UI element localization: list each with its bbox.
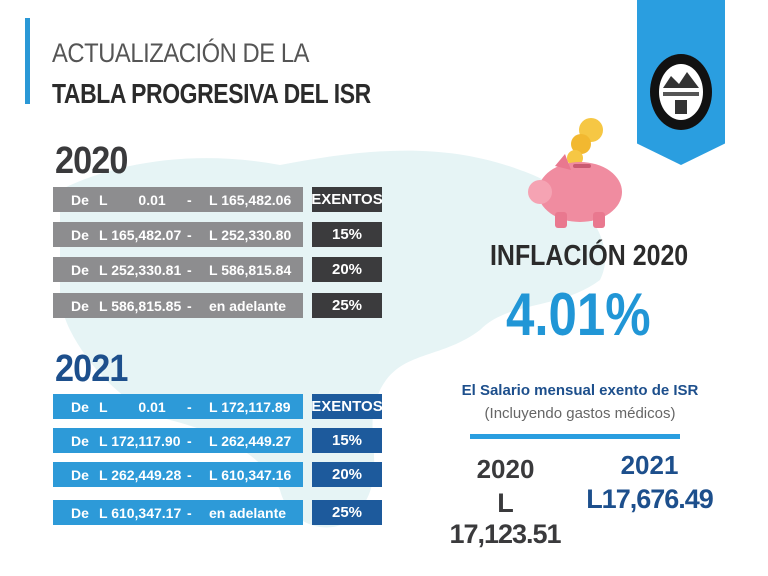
bracket-to: L 262,449.27 [209,432,292,449]
bracket-de: De [71,432,89,449]
rate-badge: 20% [312,257,382,282]
inflation-value: 4.01% [506,281,651,348]
rate-badge: 15% [312,428,382,453]
bracket-de: De [71,504,89,521]
bracket-from: L 610,347.17 [99,504,182,521]
bracket-sep: - [187,466,192,483]
bracket-row: De L 262,449.28- L 610,347.16 [53,462,303,487]
year-2021-heading: 2021 [55,348,128,390]
bracket-sep: - [187,432,192,449]
piggy-bank-icon [528,118,622,228]
bracket-de: De [71,191,89,208]
salary-subtitle: (Incluyendo gastos médicos) [484,405,676,422]
divider [470,434,680,439]
bracket-row: De L 0.01 - L 165,482.06 [53,187,303,212]
logo-banner [637,0,725,165]
rate-badge: EXENTOS [311,394,383,419]
bracket-to: en adelante [209,297,287,314]
bracket-sep: - [187,226,192,243]
bracket-row: De L 0.01 - L 172,117.89 [53,394,303,419]
title-line2: TABLA PROGRESIVA DEL ISR [52,78,371,109]
inflation-label: INFLACIÓN 2020 [490,240,689,272]
bracket-sep: - [187,398,192,415]
bracket-from: L 165,482.07 [99,226,182,243]
rate-badge: 25% [312,500,382,525]
salary-2020-year: 2020 [476,454,535,484]
rate-badge: 25% [312,293,382,318]
bracket-from: L 262,449.28 [99,466,182,483]
bracket-to: L 586,815.84 [209,261,292,278]
bracket-to: L 252,330.80 [209,226,292,243]
bracket-from: L 0.01 [99,191,166,208]
rate-badge: 15% [312,222,382,247]
title-line1: ACTUALIZACIÓN DE LA [52,38,310,68]
bracket-from: L 252,330.81 [99,261,182,278]
sar-seal-icon [650,54,712,130]
bracket-from: L 172,117.90 [99,432,181,449]
bracket-row: De L 586,815.85- en adelante [53,293,303,318]
salary-2021-amount: L17,676.49 [586,484,714,514]
bracket-from: L 0.01 [99,398,166,415]
bracket-row: De L 172,117.90- L 262,449.27 [53,428,303,453]
bracket-row: De L 252,330.81- L 586,815.84 [53,257,303,282]
bracket-sep: - [187,191,192,208]
rate-badge: 20% [312,462,382,487]
bracket-sep: - [187,297,192,314]
salary-2021-year: 2021 [620,450,679,480]
accent-bar [25,18,30,104]
bracket-to: L 610,347.16 [209,466,292,483]
salary-2020-amount: L 17,123.51 [449,488,561,549]
year-2020-heading: 2020 [55,140,128,182]
bracket-sep: - [187,261,192,278]
bracket-to: L 172,117.89 [209,398,291,415]
bracket-de: De [71,261,89,278]
bracket-de: De [71,226,89,243]
bracket-de: De [71,466,89,483]
bracket-from: L 586,815.85 [99,297,182,314]
bracket-row: De L 165,482.07- L 252,330.80 [53,222,303,247]
bracket-row: De L 610,347.17- en adelante [53,500,303,525]
bracket-de: De [71,398,89,415]
bracket-sep: - [187,504,192,521]
bracket-to: en adelante [209,504,287,521]
salary-title: El Salario mensual exento de ISR [461,382,699,399]
bracket-de: De [71,297,89,314]
rate-badge: EXENTOS [311,187,383,212]
bracket-to: L 165,482.06 [209,191,292,208]
